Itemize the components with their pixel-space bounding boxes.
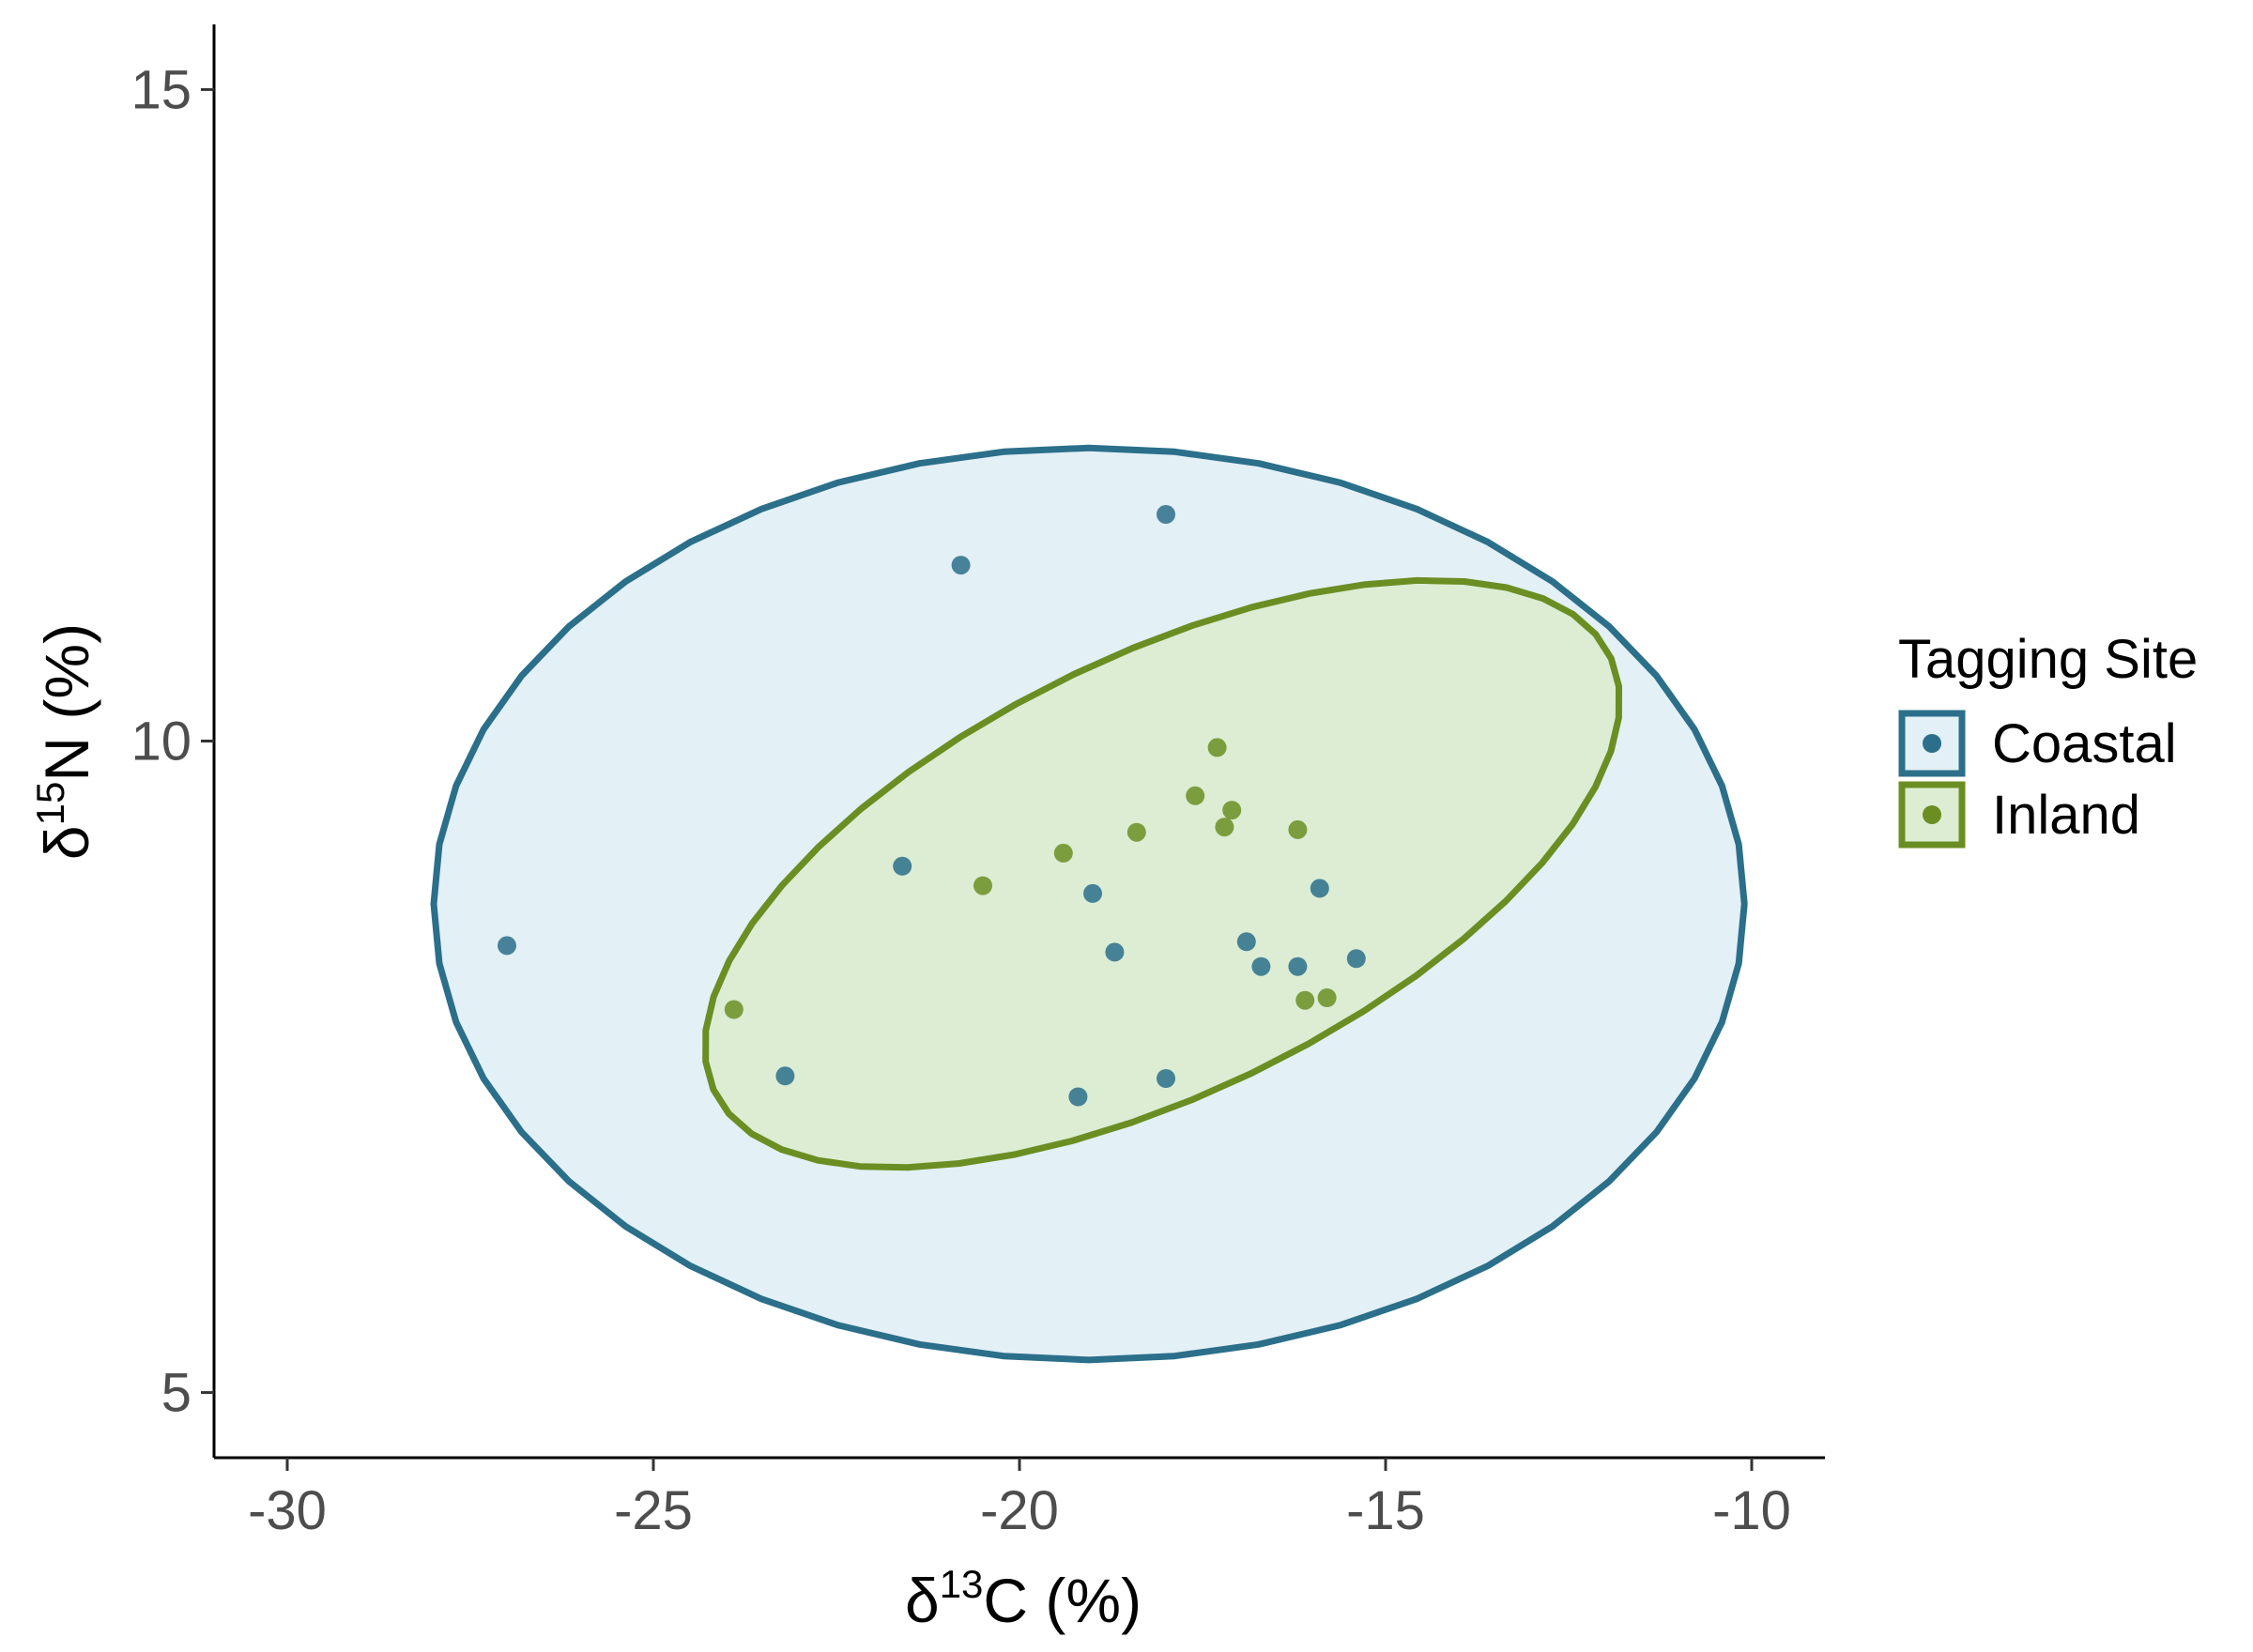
point-coastal-3 [1157, 505, 1175, 524]
point-coastal-7 [775, 1066, 795, 1086]
point-coastal-6 [1105, 942, 1125, 962]
point-coastal-1 [498, 936, 516, 956]
point-inland-9 [724, 1000, 743, 1019]
axes: -30 -25 -20 -15 -10 5 10 15 [130, 24, 1825, 1541]
point-inland-6 [1288, 819, 1308, 839]
legend-title: Tagging Site [1898, 629, 2198, 690]
point-inland-5 [1126, 822, 1146, 842]
point-coastal-13 [1310, 879, 1329, 898]
x-tick-label: -30 [248, 1480, 327, 1541]
point-inland-1 [1207, 738, 1227, 757]
point-inland-7 [1053, 843, 1073, 863]
points-coastal [498, 505, 1366, 1107]
point-inland-2 [1186, 786, 1205, 805]
ellipse-inland [702, 576, 1622, 1171]
point-coastal-11 [1251, 956, 1271, 976]
point-inland-3 [1222, 801, 1242, 820]
x-tick-label: -25 [614, 1480, 693, 1541]
legend-item-coastal: Coastal [1898, 710, 2177, 777]
point-inland-4 [1215, 818, 1234, 837]
legend: Tagging Site Coastal Inland [1898, 629, 2198, 849]
point-inland-11 [1317, 988, 1337, 1007]
point-coastal-12 [1288, 956, 1308, 976]
point-coastal-4 [893, 856, 912, 876]
legend-item-inland: Inland [1898, 781, 2140, 849]
point-inland-10 [1295, 990, 1315, 1010]
x-tick-label: -20 [980, 1480, 1059, 1541]
series-inland [702, 576, 1622, 1171]
legend-label-coastal: Coastal [1992, 713, 2177, 774]
x-tick-label: -10 [1712, 1480, 1791, 1541]
points-inland [724, 738, 1337, 1019]
point-coastal-5 [1083, 883, 1102, 903]
point-coastal-10 [1236, 932, 1256, 952]
y-tick-label: 15 [130, 59, 192, 120]
y-tick-label: 10 [130, 711, 192, 772]
point-coastal-2 [951, 556, 971, 575]
legend-dot-coastal [1923, 734, 1941, 753]
legend-label-inland: Inland [1992, 785, 2140, 846]
point-inland-8 [973, 876, 992, 895]
x-tick-label: -15 [1346, 1480, 1425, 1541]
plot-area [430, 444, 1748, 1364]
point-coastal-9 [1157, 1069, 1175, 1088]
y-tick-label: 5 [161, 1363, 192, 1424]
point-coastal-8 [1068, 1087, 1088, 1107]
point-coastal-14 [1346, 949, 1366, 969]
x-axis-title: δ13C (%) [905, 1562, 1142, 1635]
legend-dot-inland [1923, 805, 1941, 824]
y-axis-title: δ15N (%) [28, 623, 101, 860]
